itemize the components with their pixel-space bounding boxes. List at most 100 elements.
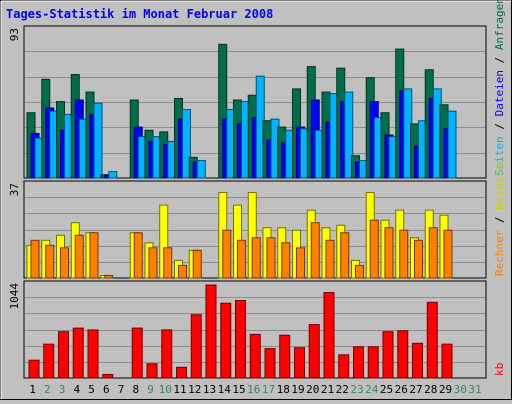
x-tick-label-26: 26 [395,383,408,396]
bar-rechner-day-4 [74,234,84,279]
legend-panel-1: Seiten / Dateien / Anfragen [493,0,506,176]
x-tick-label-20: 20 [306,383,319,396]
bar-rechner-day-19 [296,247,305,279]
x-tick-label-7: 7 [118,383,125,396]
bar-kb-day-15 [235,300,246,379]
x-tick-label-27: 27 [409,383,422,396]
bar-rechner-day-6 [104,274,114,279]
bar-kb-day-6 [102,373,114,379]
bar-kb-day-10 [161,329,173,379]
bar-rechner-day-16 [251,237,261,279]
bar-rechner-day-22 [340,232,350,279]
x-tick-label-17: 17 [262,383,275,396]
bar-seiten-day-11 [182,109,191,179]
x-tick-label-6: 6 [103,383,110,396]
bar-rechner-day-28 [428,227,438,279]
legend-separator: / [493,50,506,70]
x-tick-label-23: 23 [350,383,363,396]
bar-kb-day-3 [58,331,69,379]
bar-rechner-day-9 [148,247,158,279]
bar-kb-day-29 [441,343,453,379]
bar-kb-day-22 [338,354,350,379]
bar-kb-day-2 [43,343,55,379]
x-tick-label-3: 3 [59,383,66,396]
x-tick-label-18: 18 [277,383,290,396]
bar-kb-day-14 [220,302,232,379]
bar-seiten-day-12 [196,159,206,179]
x-tick-label-19: 19 [291,383,304,396]
panel-2-max-label: 37 [8,183,21,196]
bar-rechner-day-14 [222,229,232,279]
x-tick-label-15: 15 [232,383,245,396]
x-tick-label-4: 4 [73,383,80,396]
x-tick-label-14: 14 [218,383,232,396]
x-tick-label-1: 1 [29,383,36,396]
bar-rechner-day-3 [60,247,69,279]
x-tick-label-11: 11 [173,383,186,396]
x-tick-label-5: 5 [88,383,95,396]
legend-seiten: Seiten [493,136,506,176]
bar-rechner-day-12 [192,249,202,279]
x-tick-label-13: 13 [203,383,216,396]
bar-rechner-day-11 [178,264,187,279]
bar-kb-day-11 [176,366,187,379]
bar-kb-day-16 [249,333,261,379]
bar-kb-day-25 [382,331,394,379]
legend-kb: kb [493,363,506,376]
bar-rechner-day-21 [325,239,335,279]
bar-kb-day-13 [205,284,217,379]
bar-kb-day-1 [28,359,40,379]
legend-anfragen: Anfragen [493,0,506,50]
panel-1-max-label: 93 [8,28,21,41]
x-tick-label-10: 10 [159,383,172,396]
bar-rechner-day-24 [369,219,379,279]
legend-besuche: Besuche [493,163,506,209]
bar-rechner-day-15 [237,239,246,279]
bar-kb-day-9 [146,363,158,379]
bar-kb-day-21 [323,291,335,379]
x-tick-label-28: 28 [424,383,437,396]
bar-kb-day-4 [72,327,84,379]
legend-panel-2: Rechner / Besuche [493,163,506,276]
bar-rechner-day-2 [45,244,55,279]
bar-kb-day-26 [397,330,409,379]
bar-kb-day-17 [264,348,276,379]
x-tick-label-30: 30 [454,383,467,396]
chart-title: Tages-Statistik im Monat Februar 2008 [6,7,273,21]
bar-rechner-day-26 [399,229,409,279]
x-tick-label-21: 21 [321,383,334,396]
x-tick-label-16: 16 [247,383,260,396]
bar-kb-day-18 [279,334,291,379]
bar-kb-day-28 [426,301,438,379]
x-tick-label-8: 8 [132,383,139,396]
legend-separator: / [493,116,506,136]
legend-separator: / [493,210,506,230]
bar-rechner-day-1 [30,239,40,279]
legend-dateien: Dateien [493,70,506,116]
bar-kb-day-19 [294,347,305,379]
bar-rechner-day-23 [355,264,364,279]
bar-rechner-day-25 [384,227,394,279]
bar-kb-day-12 [190,314,202,379]
bar-seiten-day-5 [93,102,103,179]
bar-seiten-day-6 [108,171,118,179]
x-tick-label-29: 29 [439,383,452,396]
x-tick-label-2: 2 [44,383,51,396]
x-tick-label-12: 12 [188,383,201,396]
x-tick-label-9: 9 [147,383,154,396]
bar-rechner-day-20 [310,222,320,279]
x-tick-label-24: 24 [365,383,379,396]
panel-3-max-label: 1044 [8,283,21,310]
bar-rechner-day-5 [89,232,99,279]
bar-rechner-day-29 [443,229,453,279]
bar-seiten-day-22 [344,91,354,179]
bar-seiten-day-29 [447,110,457,179]
bar-kb-day-20 [308,324,320,379]
bar-rechner-day-18 [281,242,291,279]
x-tick-label-22: 22 [336,383,349,396]
x-tick-label-25: 25 [380,383,393,396]
bar-kb-day-27 [412,342,423,379]
bar-kb-day-24 [367,346,379,379]
